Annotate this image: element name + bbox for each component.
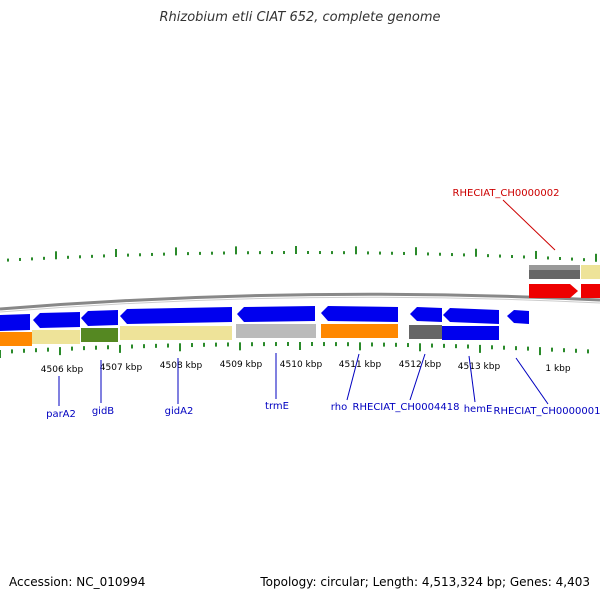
- tick-label: 1 kbp: [545, 364, 571, 374]
- gene-label-rheciat-ch0004418[interactable]: RHECIAT_CH0004418: [353, 402, 460, 413]
- gene-label-trme[interactable]: trmE: [265, 401, 289, 412]
- tick-row-top: [7, 246, 597, 262]
- gene-arrow[interactable]: [443, 308, 499, 324]
- gene-labels: parA2 gidB gidA2 trmE rho RHECIAT_CH0004…: [46, 401, 600, 420]
- genome-backbone: [0, 292, 600, 311]
- gene-label-rheciat-ch0000001[interactable]: RHECIAT_CH0000001: [494, 406, 600, 417]
- gene-label-heme[interactable]: hemE: [464, 404, 493, 415]
- feature-block-gray-highlight: [529, 265, 580, 270]
- gene-leader-lines: [58, 353, 549, 406]
- tick-row-bottom: [0, 342, 589, 358]
- gene-arrow[interactable]: [507, 310, 529, 324]
- gene-arrow-highlight[interactable]: [529, 284, 578, 298]
- feature-block-green[interactable]: [81, 328, 118, 342]
- feature-block-gray[interactable]: [236, 324, 316, 338]
- map-title: Rhizobium etli CIAT 652, complete genome: [159, 10, 441, 25]
- gene-label-gidb[interactable]: gidB: [92, 406, 114, 417]
- tick-label: 4512 kbp: [399, 360, 442, 370]
- tick-label: 4509 kbp: [220, 360, 263, 370]
- gene-arrow[interactable]: [410, 307, 442, 322]
- gene-label-para2[interactable]: parA2: [46, 409, 76, 420]
- tick-label: 4507 kbp: [100, 363, 143, 373]
- feature-block-blue[interactable]: [442, 326, 499, 340]
- tick-label: 4513 kbp: [458, 362, 501, 372]
- gene-arrow[interactable]: [0, 314, 30, 331]
- gene-label-gida2[interactable]: gidA2: [165, 406, 194, 417]
- tick-label: 4508 kbp: [160, 361, 203, 371]
- feature-block-darkgray[interactable]: [409, 325, 442, 339]
- genome-backbone-shadow: [0, 296, 600, 313]
- feature-block-yellow[interactable]: [32, 330, 80, 344]
- highlight-leader-line: [502, 199, 556, 251]
- gene-arrow[interactable]: [120, 307, 232, 324]
- gene-arrow[interactable]: [33, 312, 80, 328]
- tick-label: 4506 kbp: [41, 365, 84, 375]
- feature-block-yellow[interactable]: [581, 265, 600, 279]
- feature-block-yellow[interactable]: [120, 326, 232, 340]
- gene-arrow-highlight-2[interactable]: [581, 284, 600, 298]
- gene-arrow[interactable]: [81, 310, 118, 326]
- feature-block-orange[interactable]: [321, 324, 398, 338]
- tick-labels: 4506 kbp 4507 kbp 4508 kbp 4509 kbp 4510…: [41, 360, 571, 375]
- gene-label-rho[interactable]: rho: [331, 402, 347, 413]
- genome-summary-text: Topology: circular; Length: 4,513,324 bp…: [260, 575, 590, 589]
- gene-arrow[interactable]: [321, 306, 398, 322]
- tick-label: 4510 kbp: [280, 360, 323, 370]
- gene-arrow[interactable]: [237, 306, 315, 322]
- tick-label: 4511 kbp: [339, 360, 382, 370]
- accession-text: Accession: NC_010994: [9, 575, 146, 589]
- gene-label-rheciat-ch0000002[interactable]: RHECIAT_CH0000002: [453, 188, 560, 199]
- feature-block-orange[interactable]: [0, 332, 32, 346]
